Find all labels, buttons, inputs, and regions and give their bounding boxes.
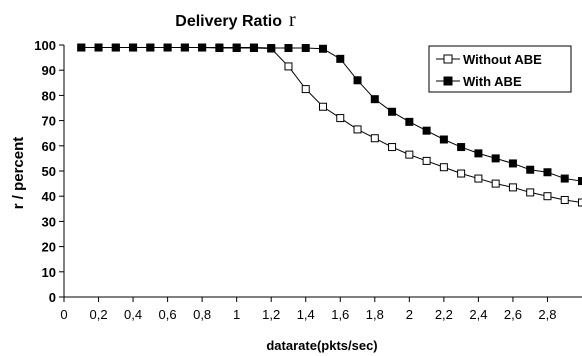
- data-point-with-abe: [457, 143, 466, 152]
- data-point-with-abe: [129, 43, 138, 52]
- y-tick-label: 50: [42, 164, 56, 179]
- data-point-with-abe: [388, 107, 397, 116]
- x-tick-label: 1: [233, 307, 240, 322]
- data-point-with-abe: [370, 95, 379, 104]
- data-point-with-abe: [474, 149, 483, 158]
- legend-label-without-abe: Without ABE: [463, 52, 542, 67]
- chart-title-symbol: r: [289, 9, 296, 31]
- data-point-with-abe: [526, 165, 535, 174]
- legend: Without ABE With ABE: [428, 45, 572, 93]
- y-tick-label: 0: [49, 290, 56, 305]
- data-point-with-abe: [578, 177, 582, 186]
- y-axis-label: r / percent: [10, 137, 27, 210]
- data-point-without-abe: [301, 85, 310, 94]
- x-tick-label: 0,4: [124, 307, 142, 322]
- data-point-without-abe: [319, 102, 327, 111]
- data-point-without-abe: [353, 125, 362, 134]
- x-tick-label: 0,6: [159, 307, 177, 322]
- legend-marker-with-abe: [443, 76, 453, 86]
- data-point-with-abe: [284, 44, 293, 53]
- data-point-without-abe: [336, 114, 345, 123]
- y-tick-label: 10: [42, 265, 56, 280]
- data-point-with-abe: [301, 44, 310, 53]
- data-point-with-abe: [94, 43, 103, 52]
- data-point-without-abe: [405, 150, 414, 159]
- data-point-with-abe: [491, 154, 500, 163]
- data-point-without-abe: [526, 188, 535, 197]
- data-point-with-abe: [422, 126, 431, 135]
- data-point-without-abe: [491, 179, 500, 188]
- y-tick-label: 80: [42, 88, 56, 103]
- data-point-with-abe: [560, 174, 569, 183]
- x-tick-label: 0,8: [193, 307, 211, 322]
- data-point-without-abe: [439, 163, 448, 172]
- data-point-with-abe: [249, 43, 258, 52]
- y-tick-label: 30: [42, 214, 56, 229]
- data-point-with-abe: [336, 54, 345, 63]
- x-tick-label: 2: [406, 307, 413, 322]
- y-tick-label: 60: [42, 139, 56, 154]
- y-tick-label: 70: [42, 114, 56, 129]
- legend-marker-without-abe: [443, 54, 453, 64]
- data-point-with-abe: [319, 44, 327, 53]
- data-point-with-abe: [267, 44, 276, 53]
- legend-box: [428, 45, 572, 93]
- x-tick-label: 2,4: [469, 307, 487, 322]
- data-point-with-abe: [232, 43, 241, 52]
- data-point-without-abe: [457, 169, 466, 178]
- data-point-with-abe: [353, 76, 362, 85]
- data-point-with-abe: [405, 117, 414, 126]
- x-tick-label: 0: [60, 307, 67, 322]
- data-point-with-abe: [180, 43, 189, 52]
- data-point-without-abe: [370, 134, 379, 143]
- y-tick-label: 90: [42, 63, 56, 78]
- data-point-without-abe: [508, 183, 517, 192]
- x-tick-label: 2,8: [538, 307, 556, 322]
- x-tick-label: 1,6: [331, 307, 349, 322]
- x-tick-label: 1,8: [366, 307, 384, 322]
- data-point-without-abe: [422, 156, 431, 165]
- data-point-without-abe: [560, 195, 569, 204]
- data-point-with-abe: [163, 43, 172, 52]
- data-point-without-abe: [543, 192, 552, 201]
- x-tick-label: 2,2: [435, 307, 453, 322]
- data-point-without-abe: [388, 143, 397, 152]
- data-point-without-abe: [474, 174, 483, 183]
- plot-area: 0 10 20 30 40 50 60 70 80 90 100 0 0,2 0,4 0,6 0,8 1 1,2 1…: [34, 38, 582, 322]
- data-point-with-abe: [439, 135, 448, 144]
- data-point-with-abe: [198, 43, 207, 52]
- x-tick-label: 0,2: [89, 307, 107, 322]
- y-tick-label: 40: [42, 189, 56, 204]
- data-point-with-abe: [543, 168, 552, 177]
- x-axis-label: datarate(pkts/sec): [266, 338, 377, 353]
- data-point-with-abe: [146, 43, 155, 52]
- x-tick-label: 1,4: [297, 307, 315, 322]
- x-tick-label: 1,2: [262, 307, 280, 322]
- legend-label-with-abe: With ABE: [463, 74, 522, 89]
- data-point-without-abe: [578, 198, 582, 207]
- x-tick-label: 2,6: [504, 307, 522, 322]
- data-point-with-abe: [215, 43, 224, 52]
- data-point-with-abe: [77, 43, 86, 52]
- data-point-with-abe: [508, 159, 517, 168]
- data-point-without-abe: [284, 62, 293, 71]
- chart-title: Delivery Ratio: [175, 13, 282, 30]
- y-tick-label: 100: [34, 38, 56, 53]
- data-point-with-abe: [111, 43, 120, 52]
- y-tick-label: 20: [42, 240, 56, 255]
